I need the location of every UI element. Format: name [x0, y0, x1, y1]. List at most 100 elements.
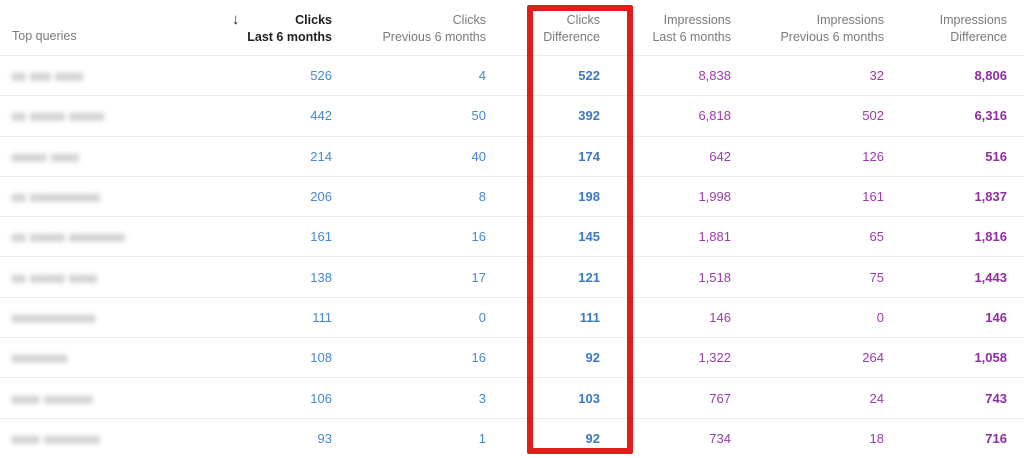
- query-redacted-text: xx xxxxx xxxxx: [12, 109, 105, 124]
- table-row[interactable]: xx xxxxx xxxxxxxx 161 16 145 1,881 65 1,816: [0, 216, 1024, 256]
- query-cell[interactable]: xxxxxxxxxxxx: [12, 310, 232, 325]
- column-header-line1: Impressions: [663, 13, 731, 27]
- impressions-last-6-months-value: 6,818: [698, 108, 731, 124]
- query-cell[interactable]: xx xxxxx xxxxxxxx: [12, 229, 232, 244]
- query-cell[interactable]: xxxx xxxxxxx: [12, 391, 232, 406]
- clicks-difference-value: 111: [579, 309, 600, 325]
- clicks-previous-6-months-value: 16: [471, 350, 486, 366]
- table-row[interactable]: xxxxx xxxx 214 40 174 642 126 516: [0, 135, 1024, 176]
- column-header-line2: Difference: [950, 30, 1007, 44]
- impressions-last-6-months-value: 767: [709, 390, 731, 406]
- clicks-last-6-months-value: 138: [310, 269, 332, 285]
- column-header-line2: Previous 6 months: [382, 30, 486, 44]
- query-redacted-text: xxxx xxxxxxx: [12, 391, 94, 406]
- column-header-impressions-last-6-months[interactable]: Impressions Last 6 months: [600, 12, 731, 46]
- table-header-row: Top queries ↓ Clicks Last 6 months Click…: [0, 0, 1024, 55]
- clicks-previous-6-months-value: 8: [478, 189, 486, 205]
- clicks-previous-6-months-value: 16: [471, 229, 486, 245]
- table-row[interactable]: xx xxxxx xxxx 138 17 121 1,518 75 1,443: [0, 256, 1024, 296]
- clicks-last-6-months-value: 206: [310, 189, 332, 205]
- impressions-difference-value: 6,316: [974, 108, 1007, 124]
- column-header-line1: Impressions: [939, 13, 1007, 27]
- table-row[interactable]: xx xxx xxxx 526 4 522 8,838 32 8,806: [0, 55, 1024, 95]
- clicks-previous-6-months-value: 50: [471, 108, 486, 124]
- impressions-previous-6-months-value: 502: [862, 108, 884, 124]
- column-header-top-queries[interactable]: Top queries: [12, 29, 77, 43]
- clicks-previous-6-months-value: 4: [478, 68, 486, 84]
- clicks-last-6-months-value: 442: [310, 108, 332, 124]
- clicks-previous-6-months-value: 40: [471, 148, 486, 164]
- table-row[interactable]: xxxx xxxxxxx 106 3 103 767 24 743: [0, 377, 1024, 417]
- query-redacted-text: xxxxxxxxxxxx: [12, 310, 96, 325]
- impressions-previous-6-months-value: 75: [869, 269, 884, 285]
- impressions-difference-value: 1,837: [974, 189, 1007, 205]
- impressions-difference-value: 8,806: [974, 68, 1007, 84]
- column-header-clicks-difference[interactable]: Clicks Difference: [486, 12, 600, 46]
- table-row[interactable]: xxxxxxxx 108 16 92 1,322 264 1,058: [0, 337, 1024, 377]
- impressions-difference-value: 516: [985, 148, 1007, 164]
- clicks-difference-value: 121: [578, 269, 600, 285]
- clicks-difference-value: 174: [578, 148, 600, 164]
- impressions-difference-value: 146: [985, 309, 1007, 325]
- clicks-difference-value: 522: [578, 68, 600, 84]
- query-cell[interactable]: xxxxx xxxx: [12, 149, 232, 164]
- column-header-line1: Impressions: [816, 13, 884, 27]
- column-header-line1: Clicks: [295, 13, 332, 27]
- clicks-last-6-months-value: 526: [310, 68, 332, 84]
- query-redacted-text: xx xxxxx xxxx: [12, 270, 98, 285]
- column-header-line2: Difference: [543, 30, 600, 44]
- impressions-last-6-months-value: 734: [709, 430, 731, 446]
- query-cell[interactable]: xx xxxxxxxxxx: [12, 189, 232, 204]
- impressions-last-6-months-value: 146: [709, 309, 731, 325]
- clicks-last-6-months-value: 93: [317, 430, 332, 446]
- clicks-difference-value: 103: [578, 390, 600, 406]
- query-redacted-text: xxxxx xxxx: [12, 149, 80, 164]
- impressions-last-6-months-value: 1,881: [698, 229, 731, 245]
- impressions-difference-value: 1,058: [974, 350, 1007, 366]
- query-cell[interactable]: xx xxxxx xxxx: [12, 270, 232, 285]
- impressions-previous-6-months-value: 65: [869, 229, 884, 245]
- impressions-previous-6-months-value: 18: [869, 430, 884, 446]
- query-redacted-text: xxxx xxxxxxxx: [12, 431, 101, 446]
- impressions-last-6-months-value: 642: [709, 148, 731, 164]
- clicks-difference-value: 392: [578, 108, 600, 124]
- table-row[interactable]: xx xxxxx xxxxx 442 50 392 6,818 502 6,316: [0, 95, 1024, 135]
- query-cell[interactable]: xxxx xxxxxxxx: [12, 431, 232, 446]
- column-header-impressions-difference[interactable]: Impressions Difference: [884, 12, 1007, 46]
- column-header-line1: Clicks: [452, 13, 486, 27]
- query-redacted-text: xx xxxxxxxxxx: [12, 190, 101, 205]
- query-cell[interactable]: xxxxxxxx: [12, 350, 232, 365]
- column-header-line1: Clicks: [566, 13, 600, 27]
- clicks-difference-value: 92: [585, 430, 600, 446]
- table-row[interactable]: xx xxxxxxxxxx 206 8 198 1,998 161 1,837: [0, 175, 1024, 216]
- clicks-last-6-months-value: 214: [310, 148, 332, 164]
- query-redacted-text: xxxxxxxx: [12, 351, 68, 366]
- clicks-previous-6-months-value: 17: [471, 269, 486, 285]
- clicks-last-6-months-value: 108: [310, 350, 332, 366]
- impressions-previous-6-months-value: 161: [862, 189, 884, 205]
- clicks-difference-value: 145: [578, 229, 600, 245]
- table-row[interactable]: xxxxxxxxxxxx 111 0 111 146 0 146: [0, 296, 1024, 337]
- column-header-line2: Last 6 months: [247, 30, 332, 44]
- impressions-previous-6-months-value: 264: [862, 350, 884, 366]
- impressions-difference-value: 716: [985, 430, 1007, 446]
- table-row[interactable]: xxxx xxxxxxxx 93 1 92 734 18 716: [0, 417, 1024, 458]
- impressions-difference-value: 743: [985, 390, 1007, 406]
- column-header-clicks-previous-6-months[interactable]: Clicks Previous 6 months: [332, 12, 486, 46]
- clicks-previous-6-months-value: 1: [478, 430, 486, 446]
- clicks-previous-6-months-value: 0: [478, 309, 486, 325]
- table-body: xx xxx xxxx 526 4 522 8,838 32 8,806 xx xxxxx x…: [0, 55, 1024, 458]
- clicks-last-6-months-value: 111: [312, 309, 332, 325]
- impressions-previous-6-months-value: 32: [869, 68, 884, 84]
- column-header-impressions-previous-6-months[interactable]: Impressions Previous 6 months: [731, 12, 884, 46]
- impressions-previous-6-months-value: 126: [862, 148, 884, 164]
- query-cell[interactable]: xx xxxxx xxxxx: [12, 108, 232, 123]
- impressions-difference-value: 1,816: [974, 229, 1007, 245]
- column-header-clicks-last-6-months[interactable]: ↓ Clicks Last 6 months: [232, 11, 332, 46]
- clicks-last-6-months-value: 161: [310, 229, 332, 245]
- impressions-previous-6-months-value: 24: [869, 390, 884, 406]
- impressions-last-6-months-value: 8,838: [698, 68, 731, 84]
- query-cell[interactable]: xx xxx xxxx: [12, 68, 232, 83]
